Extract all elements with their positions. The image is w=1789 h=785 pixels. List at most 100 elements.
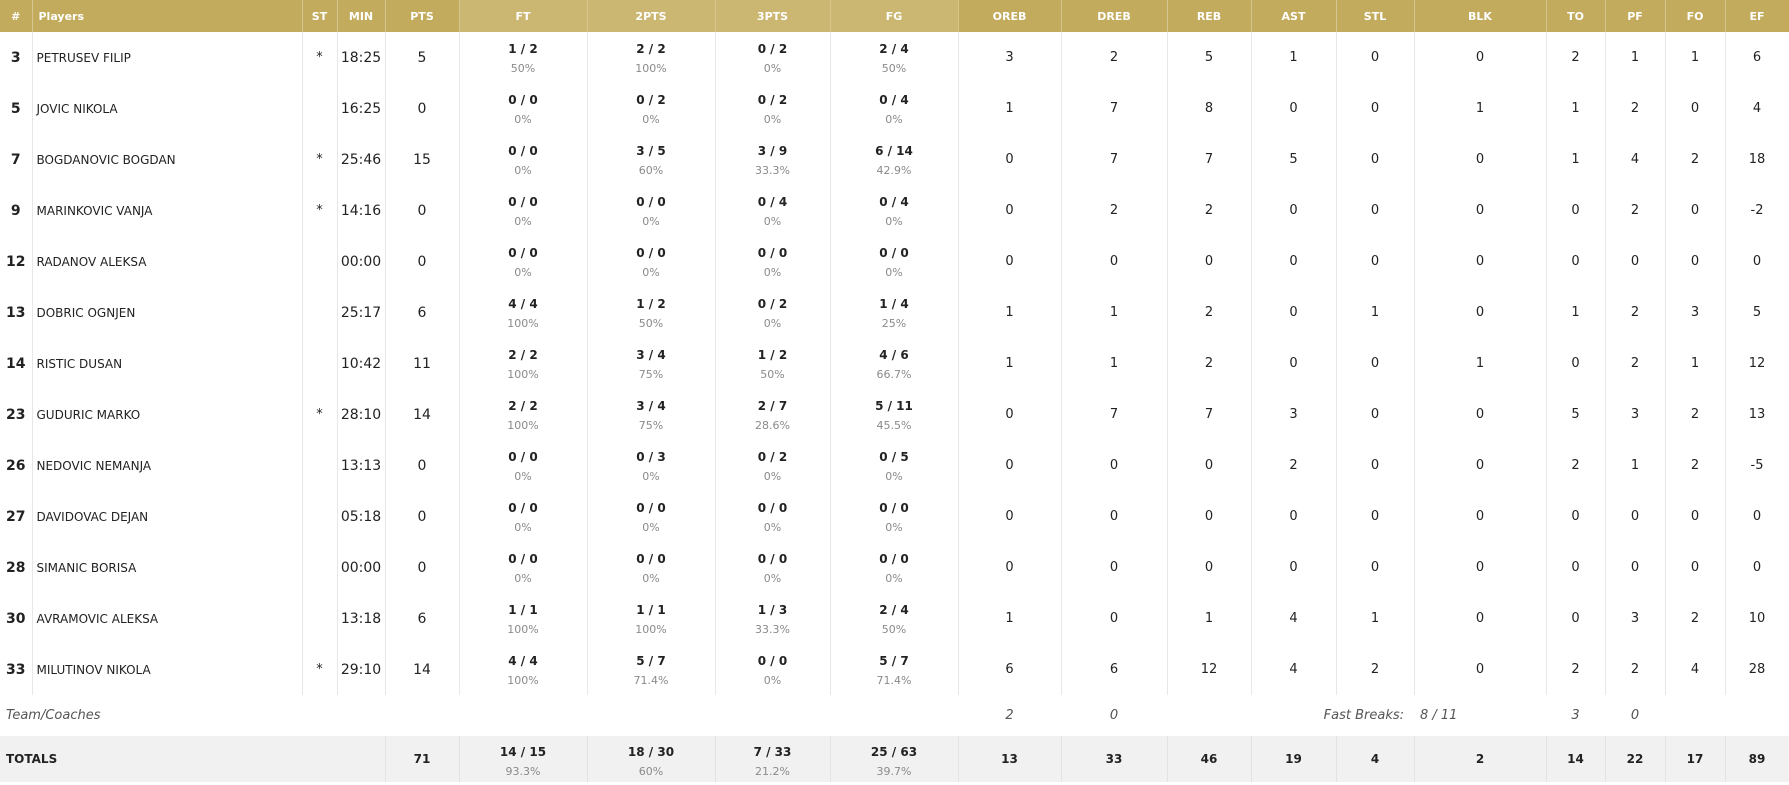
table-row[interactable]: 33 MILUTINOV NIKOLA * 29:10 14 4 / 4 100% 5 / 7… — [0, 644, 1789, 695]
player-number: 28 — [0, 542, 33, 593]
header-stl[interactable]: STL — [1336, 0, 1415, 32]
player-ft: 0 / 0 0% — [459, 83, 588, 134]
player-2pts-made: 5 / 7 — [636, 654, 666, 668]
player-name[interactable]: BOGDANOVIC BOGDAN — [32, 134, 303, 185]
header-2pts[interactable]: 2PTS — [587, 0, 716, 32]
player-2pts: 1 / 1 100% — [587, 593, 716, 644]
player-ft-pct: 0% — [514, 266, 532, 279]
player-number: 33 — [0, 644, 33, 695]
player-name[interactable]: MARINKOVIC VANJA — [32, 185, 303, 236]
player-3pts-pct: 0% — [763, 215, 782, 228]
player-name[interactable]: AVRAMOVIC ALEKSA — [32, 593, 303, 644]
player-fg-pct: 50% — [881, 62, 907, 75]
player-fg-pct: 42.9% — [876, 164, 912, 177]
header-st[interactable]: ST — [302, 0, 338, 32]
header-dreb[interactable]: DREB — [1061, 0, 1168, 32]
table-row[interactable]: 28 SIMANIC BORISA 00:00 0 0 / 0 0% 0 / 0 0% 0 / … — [0, 542, 1789, 593]
table-row[interactable]: 5 JOVIC NIKOLA 16:25 0 0 / 0 0% 0 / 2 0% 0 / 2 0%… — [0, 83, 1789, 134]
player-3pts-pct: 0% — [763, 62, 782, 75]
table-row[interactable]: 23 GUDURIC MARKO * 28:10 14 2 / 2 100% 3 / 4 75%… — [0, 389, 1789, 440]
player-fo: 1 — [1665, 32, 1726, 83]
player-name[interactable]: RISTIC DUSAN — [32, 338, 303, 389]
player-name[interactable]: DAVIDOVAC DEJAN — [32, 491, 303, 542]
player-min: 05:18 — [337, 491, 386, 542]
header-3pts[interactable]: 3PTS — [715, 0, 831, 32]
header-ef[interactable]: EF — [1725, 0, 1789, 32]
player-name[interactable]: NEDOVIC NEMANJA — [32, 440, 303, 491]
player-name[interactable]: SIMANIC BORISA — [32, 542, 303, 593]
table-row[interactable]: 13 DOBRIC OGNJEN 25:17 6 4 / 4 100% 1 / 2 50% 0 … — [0, 287, 1789, 338]
player-ast: 2 — [1251, 440, 1337, 491]
player-name[interactable]: PETRUSEV FILIP — [32, 32, 303, 83]
player-2pts-pct: 0% — [642, 470, 660, 483]
starter-mark — [302, 542, 338, 593]
table-row[interactable]: 12 RADANOV ALEKSA 00:00 0 0 / 0 0% 0 / 0 0% 0 / … — [0, 236, 1789, 287]
player-ft-pct: 0% — [514, 113, 532, 126]
player-fg-pct: 25% — [881, 317, 907, 330]
player-2pts-made: 0 / 0 — [636, 246, 666, 260]
header-fg[interactable]: FG — [830, 0, 959, 32]
player-2pts-made: 0 / 3 — [636, 450, 666, 464]
player-dreb: 0 — [1061, 593, 1168, 644]
player-2pts: 0 / 0 0% — [587, 542, 716, 593]
player-name[interactable]: GUDURIC MARKO — [32, 389, 303, 440]
player-name[interactable]: RADANOV ALEKSA — [32, 236, 303, 287]
player-name[interactable]: JOVIC NIKOLA — [32, 83, 303, 134]
player-2pts: 0 / 0 0% — [587, 236, 716, 287]
player-stl: 0 — [1336, 440, 1415, 491]
header-pts[interactable]: PTS — [385, 0, 460, 32]
player-dreb: 0 — [1061, 491, 1168, 542]
table-row[interactable]: 7 BOGDANOVIC BOGDAN * 25:46 15 0 / 0 0% 3 / 5 60… — [0, 134, 1789, 185]
player-fo: 1 — [1665, 338, 1726, 389]
player-2pts-made: 3 / 4 — [636, 399, 666, 413]
totals-2pts: 18 / 30 60% — [587, 736, 716, 782]
player-ef: 5 — [1725, 287, 1789, 338]
header-num[interactable]: # — [0, 0, 33, 32]
player-ef: 0 — [1725, 236, 1789, 287]
player-stl: 0 — [1336, 83, 1415, 134]
header-pf[interactable]: PF — [1605, 0, 1666, 32]
player-3pts-pct: 50% — [760, 368, 785, 381]
player-ft-pct: 0% — [514, 164, 532, 177]
table-row[interactable]: 30 AVRAMOVIC ALEKSA 13:18 6 1 / 1 100% 1 / 1 10… — [0, 593, 1789, 644]
player-2pts-pct: 75% — [638, 368, 664, 381]
player-fg-pct: 71.4% — [876, 674, 912, 687]
player-fg: 1 / 4 25% — [830, 287, 959, 338]
header-players[interactable]: Players — [32, 0, 303, 32]
player-2pts-made: 3 / 4 — [636, 348, 666, 362]
player-name[interactable]: MILUTINOV NIKOLA — [32, 644, 303, 695]
player-name[interactable]: DOBRIC OGNJEN — [32, 287, 303, 338]
table-row[interactable]: 26 NEDOVIC NEMANJA 13:13 0 0 / 0 0% 0 / 3 0% 0 /… — [0, 440, 1789, 491]
player-fg-made: 4 / 6 — [879, 348, 909, 362]
player-fg: 0 / 4 0% — [830, 185, 959, 236]
totals-ft-made: 14 / 15 — [499, 745, 547, 759]
player-fg: 2 / 4 50% — [830, 32, 959, 83]
header-ast[interactable]: AST — [1251, 0, 1337, 32]
player-oreb: 0 — [958, 542, 1062, 593]
table-row[interactable]: 14 RISTIC DUSAN 10:42 11 2 / 2 100% 3 / 4 75% 1 … — [0, 338, 1789, 389]
header-min[interactable]: MIN — [337, 0, 386, 32]
player-stl: 0 — [1336, 32, 1415, 83]
team-to: 3 — [1571, 708, 1580, 723]
player-pf: 2 — [1605, 83, 1666, 134]
player-3pts-made: 0 / 0 — [757, 501, 788, 515]
header-ft[interactable]: FT — [459, 0, 588, 32]
player-stl: 1 — [1336, 287, 1415, 338]
player-dreb: 1 — [1061, 287, 1168, 338]
table-row[interactable]: 9 MARINKOVIC VANJA * 14:16 0 0 / 0 0% 0 / 0 0% 0 … — [0, 185, 1789, 236]
player-to: 0 — [1546, 185, 1606, 236]
player-dreb: 6 — [1061, 644, 1168, 695]
table-row[interactable]: 3 PETRUSEV FILIP * 18:25 5 1 / 2 50% 2 / 2 100% 0… — [0, 32, 1789, 83]
player-fg-made: 0 / 4 — [879, 195, 909, 209]
totals-3pts-made: 7 / 33 — [753, 745, 792, 759]
header-row: # Players ST MIN PTS FT 2PTS 3PTS FG ORE… — [0, 0, 1789, 32]
player-2pts-pct: 0% — [642, 113, 660, 126]
header-oreb[interactable]: OREB — [958, 0, 1062, 32]
table-row[interactable]: 27 DAVIDOVAC DEJAN 05:18 0 0 / 0 0% 0 / 0 0% 0 /… — [0, 491, 1789, 542]
header-to[interactable]: TO — [1546, 0, 1606, 32]
player-pf: 1 — [1605, 32, 1666, 83]
player-ft-made: 0 / 0 — [508, 195, 538, 209]
header-reb[interactable]: REB — [1167, 0, 1252, 32]
header-fo[interactable]: FO — [1665, 0, 1726, 32]
header-blk[interactable]: BLK — [1414, 0, 1547, 32]
